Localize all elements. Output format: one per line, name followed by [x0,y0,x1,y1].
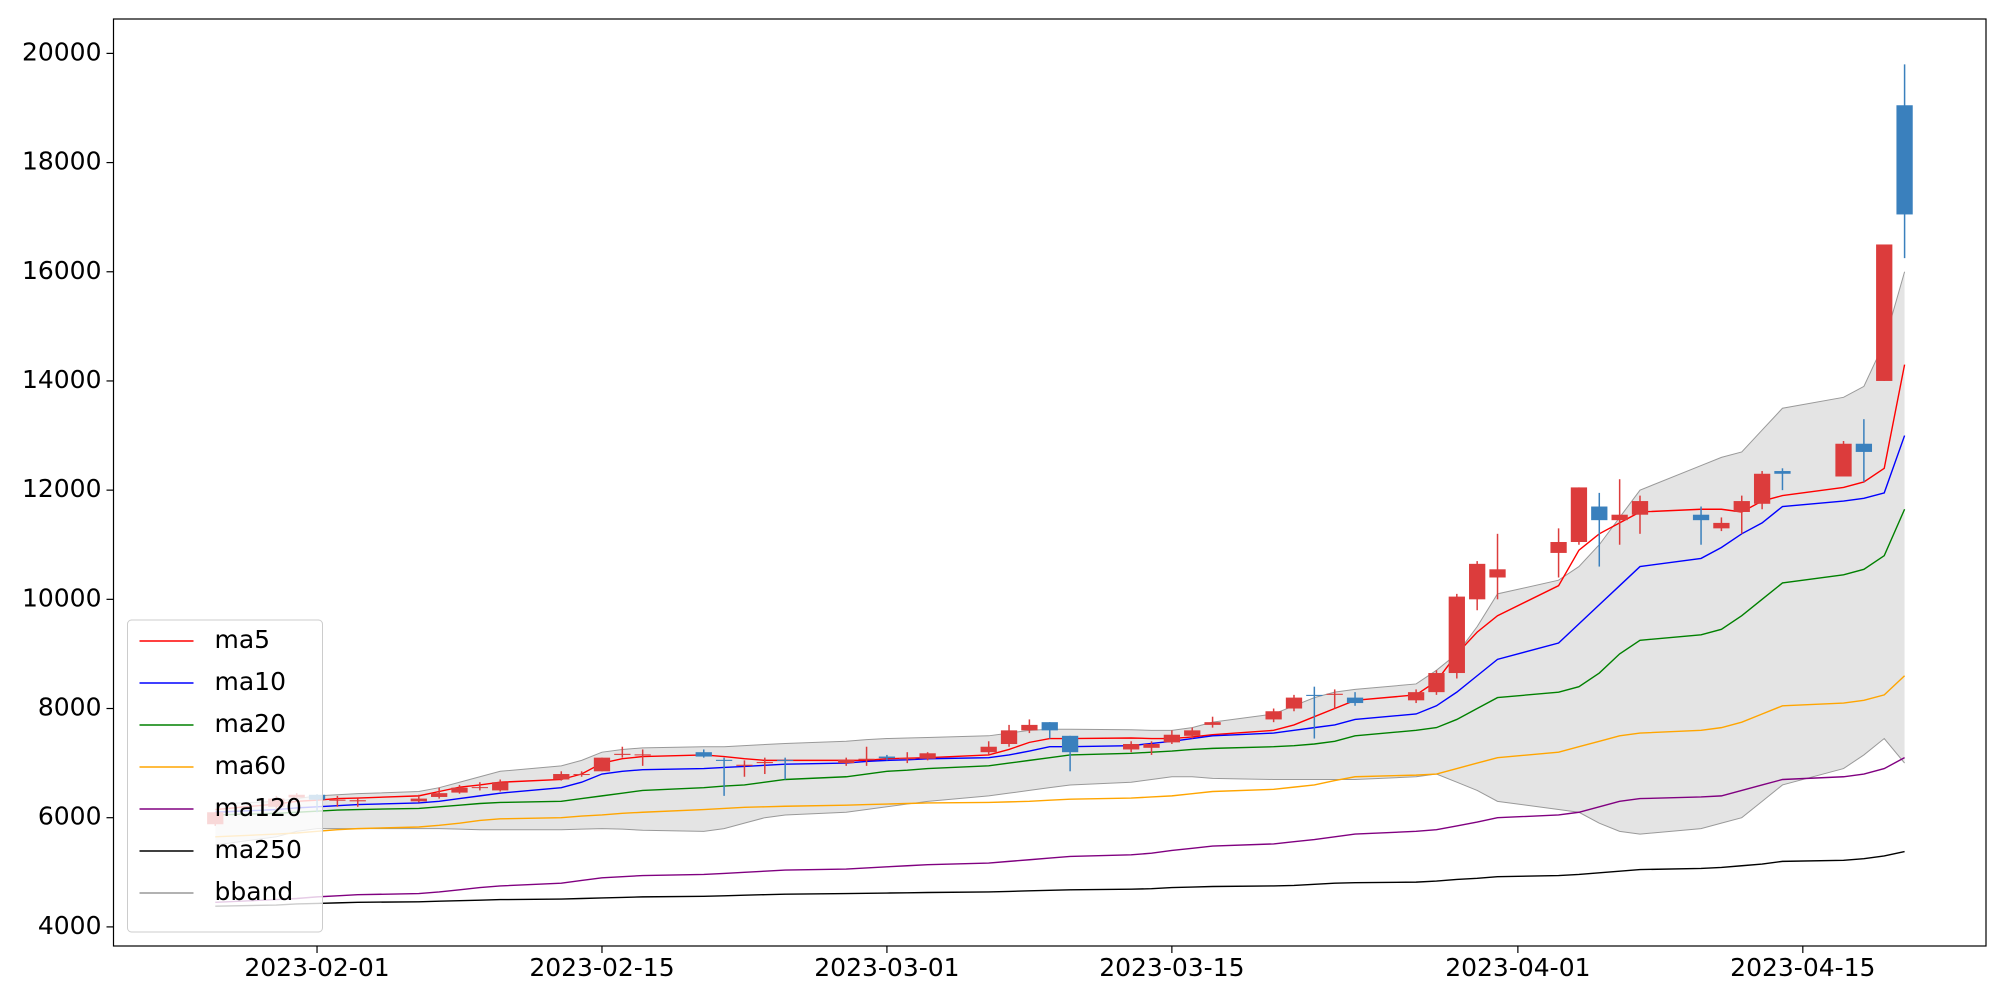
candle-body [1306,694,1323,696]
candle-body [1855,443,1873,452]
legend-label: ma250 [215,835,302,864]
candle-body [634,754,651,756]
candle-body [431,793,448,797]
candle-body [919,753,936,759]
candle-body [329,799,346,801]
candle-body [899,758,916,760]
candle-body [1265,711,1282,720]
legend-label: ma120 [215,793,302,822]
candle-body [736,764,753,766]
candle-body [1041,722,1058,731]
candle-body [451,787,468,793]
candle-body [715,759,733,761]
ma-line [215,850,1905,907]
ma-line [215,508,1906,816]
legend-label: ma60 [215,751,286,780]
ma-line [215,435,1906,813]
x-tick-label: 2023-04-15 [1730,953,1875,982]
candle-body [756,762,773,764]
y-tick-label: 4000 [38,911,102,940]
ma-line [215,757,1905,904]
candle-body [1061,735,1079,753]
candle-body [471,787,488,789]
y-tick-label: 14000 [22,365,102,394]
y-tick-label: 6000 [38,802,102,831]
candle-body [553,774,570,780]
candle-body [593,757,611,772]
candle-body [1489,569,1506,578]
candle-body [878,756,896,759]
bband-fill [215,271,1905,846]
legend-label: ma10 [215,667,286,696]
y-tick-label: 18000 [22,147,102,176]
candle-body [1550,542,1567,553]
candle-body [1774,471,1791,474]
legend-box [127,619,323,933]
candle-body [1000,730,1018,745]
candle-body [1713,522,1730,529]
legend-label: ma5 [215,625,271,654]
candle-body [1346,697,1364,704]
bband-lower [215,737,1905,846]
candle-body [1733,501,1750,512]
candle-body [492,782,509,791]
candle-body [1631,501,1649,515]
x-tick-label: 2023-04-01 [1445,953,1590,982]
candle-body [1021,724,1038,731]
x-tick-label: 2023-03-01 [814,953,959,982]
candle-body [838,759,855,764]
candle-body [614,753,631,755]
candle-body [349,800,366,802]
candle-body [777,759,794,761]
candle-body [1753,473,1771,504]
candle-body [858,758,875,760]
candle-body [1123,744,1140,750]
legend-label: bband [215,877,294,906]
candle-body [1285,697,1303,709]
x-tick-label: 2023-02-01 [244,953,389,982]
candle-body [1448,596,1465,674]
candle-body [410,798,427,802]
candle-body [1611,514,1628,521]
candle-body [573,774,590,776]
axes-frame [112,18,1987,947]
candle-body [1407,692,1425,701]
candle-body [1469,563,1486,600]
candle-body [1692,514,1710,521]
y-tick-label: 8000 [38,693,102,722]
y-tick-label: 16000 [22,256,102,285]
candle-body [1326,693,1343,695]
y-tick-label: 10000 [22,583,102,612]
y-tick-label: 12000 [22,474,102,503]
candle-body [1184,730,1201,736]
candle-body [1143,744,1160,748]
y-tick-label: 20000 [22,37,102,66]
candle-body [1570,487,1588,543]
candle-body [1591,506,1608,521]
candle-body [980,746,997,753]
x-tick-label: 2023-03-15 [1099,953,1244,982]
candle-body [1896,105,1913,215]
legend: ma5 ma10 ma20 ma60 ma120 ma250 bband [127,619,323,933]
candle-body [1204,722,1221,725]
candle-body [695,752,712,757]
candle-body [1835,443,1852,477]
candle-body [1876,244,1893,381]
ma-line [215,675,1906,838]
bband-upper [215,271,1906,805]
x-tick-label: 2023-02-15 [529,953,674,982]
candle-body [1428,673,1445,693]
legend-label: ma20 [215,709,286,738]
candle-body [1163,734,1181,743]
